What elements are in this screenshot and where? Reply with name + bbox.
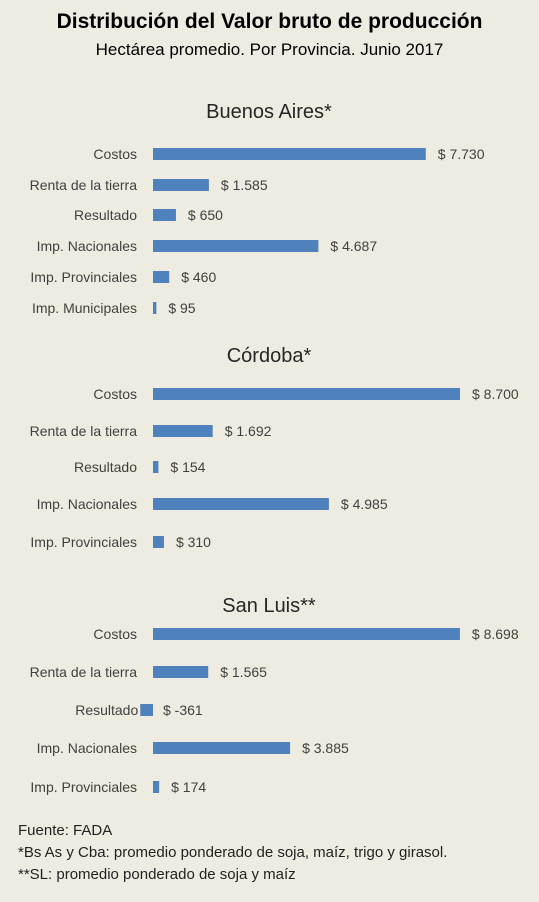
page-title: Distribución del Valor bruto de producci… xyxy=(56,10,483,33)
chart-0: Buenos Aires* Costos $ 7.730 Renta de la ti… xyxy=(30,101,485,316)
value-label: $ -361 xyxy=(163,702,203,718)
bar xyxy=(153,179,209,191)
category-label: Imp. Nacionales xyxy=(37,238,137,254)
bar xyxy=(153,461,159,473)
bar xyxy=(153,498,329,510)
value-label: $ 4.985 xyxy=(341,496,388,512)
category-label: Imp. Nacionales xyxy=(37,740,137,756)
category-label: Resultado xyxy=(75,702,138,718)
value-label: $ 174 xyxy=(171,779,206,795)
chart-title: Córdoba* xyxy=(227,345,312,367)
bar xyxy=(153,388,460,400)
chart-title: San Luis** xyxy=(222,595,316,617)
source-note: Fuente: FADA xyxy=(18,822,113,839)
value-label: $ 1.565 xyxy=(220,664,267,680)
value-label: $ 8.700 xyxy=(472,386,519,402)
value-label: $ 154 xyxy=(170,459,205,475)
bar xyxy=(153,271,170,283)
category-label: Resultado xyxy=(74,459,137,475)
category-label: Imp. Municipales xyxy=(32,300,137,316)
value-label: $ 1.692 xyxy=(225,423,272,439)
bar xyxy=(140,704,153,716)
bar xyxy=(153,666,209,678)
chart-1: Córdoba* Costos $ 8.700 Renta de la tierra $… xyxy=(30,345,519,550)
chart-title: Buenos Aires* xyxy=(206,101,332,123)
value-label: $ 4.687 xyxy=(330,238,377,254)
category-label: Renta de la tierra xyxy=(30,423,138,439)
bar xyxy=(153,148,426,160)
category-label: Imp. Provinciales xyxy=(30,534,137,550)
bar xyxy=(153,628,460,640)
footnote-bsas-cba: *Bs As y Cba: promedio ponderado de soja… xyxy=(18,844,448,861)
category-label: Renta de la tierra xyxy=(30,177,138,193)
bar xyxy=(153,209,176,221)
value-label: $ 460 xyxy=(181,269,216,285)
category-label: Imp. Provinciales xyxy=(30,779,137,795)
category-label: Resultado xyxy=(74,207,137,223)
bar xyxy=(153,240,319,252)
category-label: Imp. Nacionales xyxy=(37,496,137,512)
value-label: $ 8.698 xyxy=(472,626,519,642)
value-label: $ 310 xyxy=(176,534,211,550)
footer: Fuente: FADA *Bs As y Cba: promedio pond… xyxy=(18,820,447,886)
bar xyxy=(153,781,160,793)
footnote-san-luis: **SL: promedio ponderado de soja y maíz xyxy=(18,866,296,883)
category-label: Imp. Provinciales xyxy=(30,269,137,285)
category-label: Renta de la tierra xyxy=(30,664,138,680)
category-label: Costos xyxy=(93,146,137,162)
value-label: $ 650 xyxy=(188,207,223,223)
value-label: $ 3.885 xyxy=(302,740,349,756)
value-label: $ 1.585 xyxy=(221,177,268,193)
bar xyxy=(153,536,164,548)
bar xyxy=(153,425,213,437)
chart-2: San Luis** Costos $ 8.698 Renta de la tierr… xyxy=(30,595,519,795)
bar xyxy=(153,302,157,314)
page-subtitle: Hectárea promedio. Por Provincia. Junio … xyxy=(95,40,444,59)
category-label: Costos xyxy=(93,626,137,642)
value-label: $ 95 xyxy=(168,300,195,316)
category-label: Costos xyxy=(93,386,137,402)
bar xyxy=(153,742,291,754)
value-label: $ 7.730 xyxy=(438,146,485,162)
